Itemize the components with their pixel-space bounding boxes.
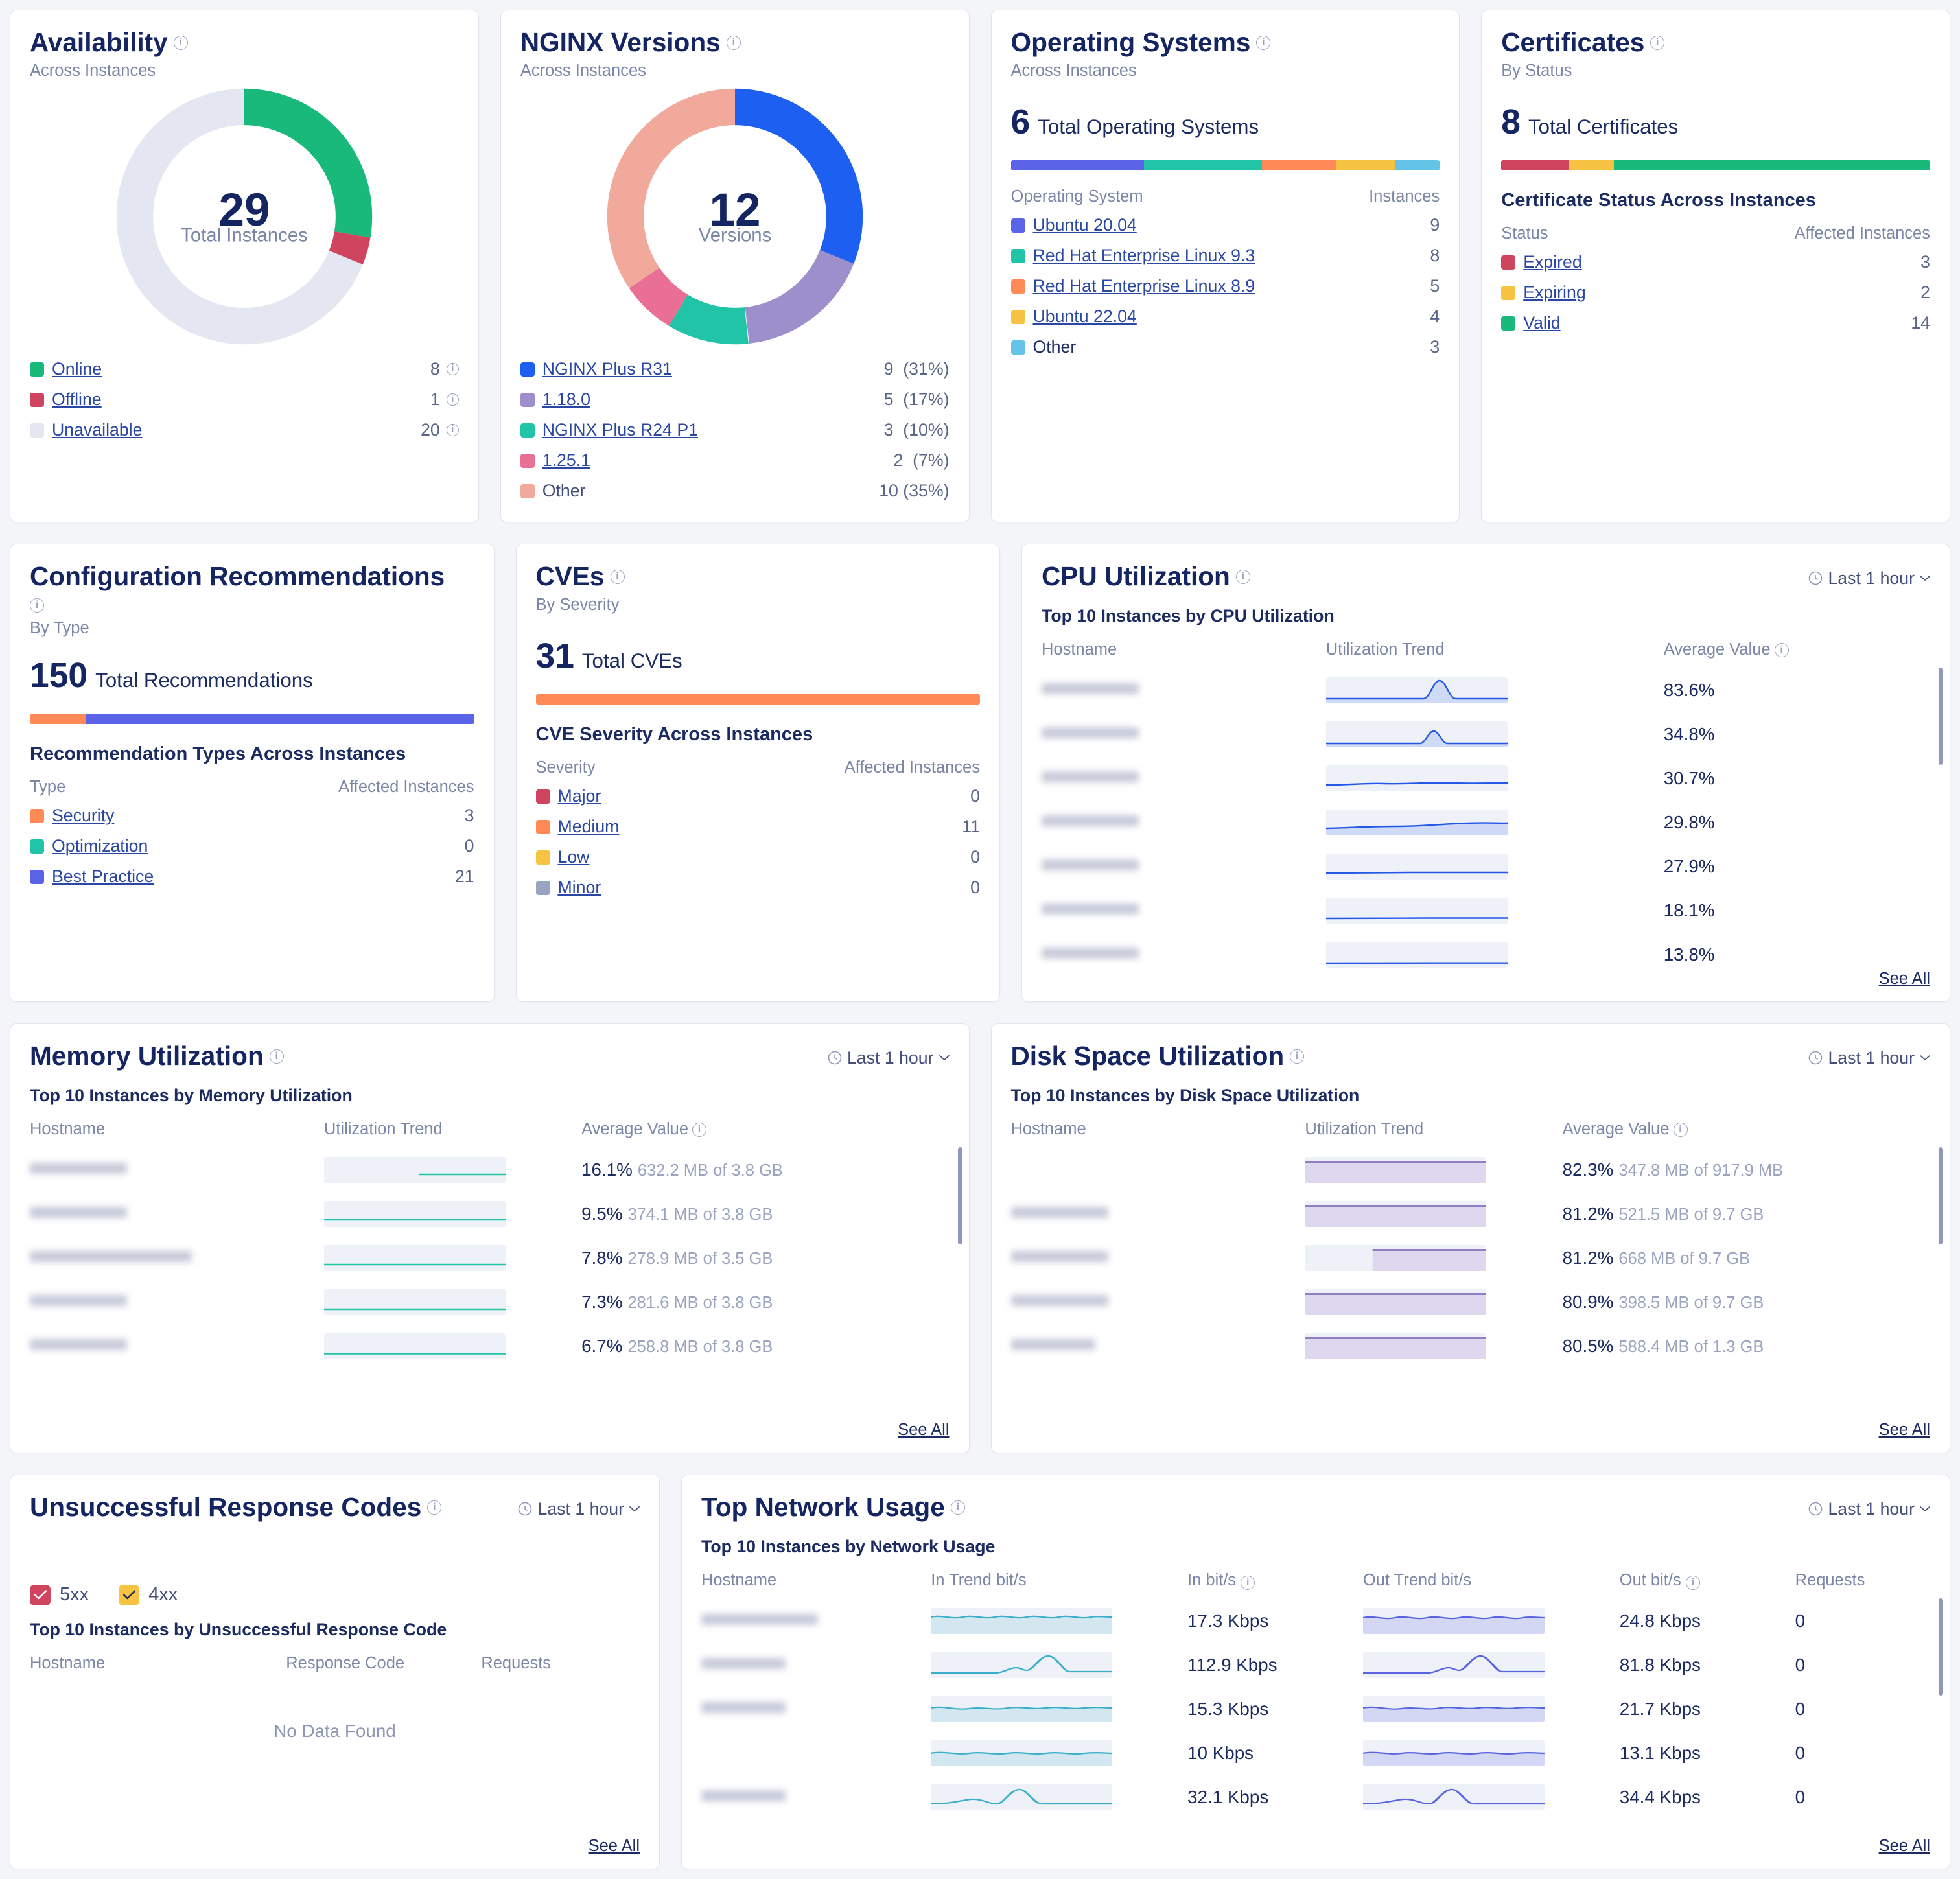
svg-text:Total Instances: Total Instances (181, 225, 308, 246)
svg-text:Versions: Versions (698, 225, 771, 246)
